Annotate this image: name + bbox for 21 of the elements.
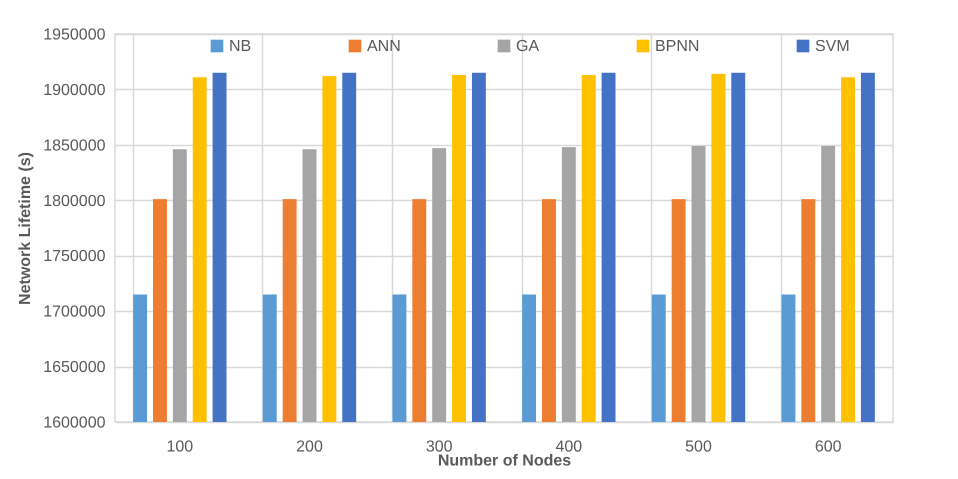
y-tick-label: 1800000 (43, 192, 106, 210)
x-tick-label: 400 (555, 438, 582, 456)
y-tick-label: 1700000 (43, 304, 106, 321)
legend-label: GA (516, 38, 540, 55)
legend-label: BPNN (655, 38, 700, 55)
x-tick-label: 300 (426, 438, 453, 456)
legend-label: ANN (367, 38, 401, 55)
y-tick-label: 1850000 (43, 137, 106, 154)
x-tick-label: 500 (685, 438, 712, 456)
x-tick-label: 200 (296, 438, 323, 456)
y-axis-title: Network Lifetime (s) (17, 152, 34, 305)
y-tick-label: 1650000 (43, 359, 106, 376)
y-tick-label: 1600000 (43, 414, 106, 432)
x-axis-title: Number of Nodes (438, 452, 572, 470)
legend-label: NB (229, 38, 252, 55)
legend-label: SVM (815, 38, 850, 55)
y-tick-label: 1750000 (43, 248, 106, 266)
y-tick-label: 1900000 (43, 82, 106, 99)
x-tick-label: 600 (814, 438, 842, 456)
y-tick-label: 1950000 (43, 26, 106, 44)
x-tick-label: 100 (166, 438, 194, 456)
